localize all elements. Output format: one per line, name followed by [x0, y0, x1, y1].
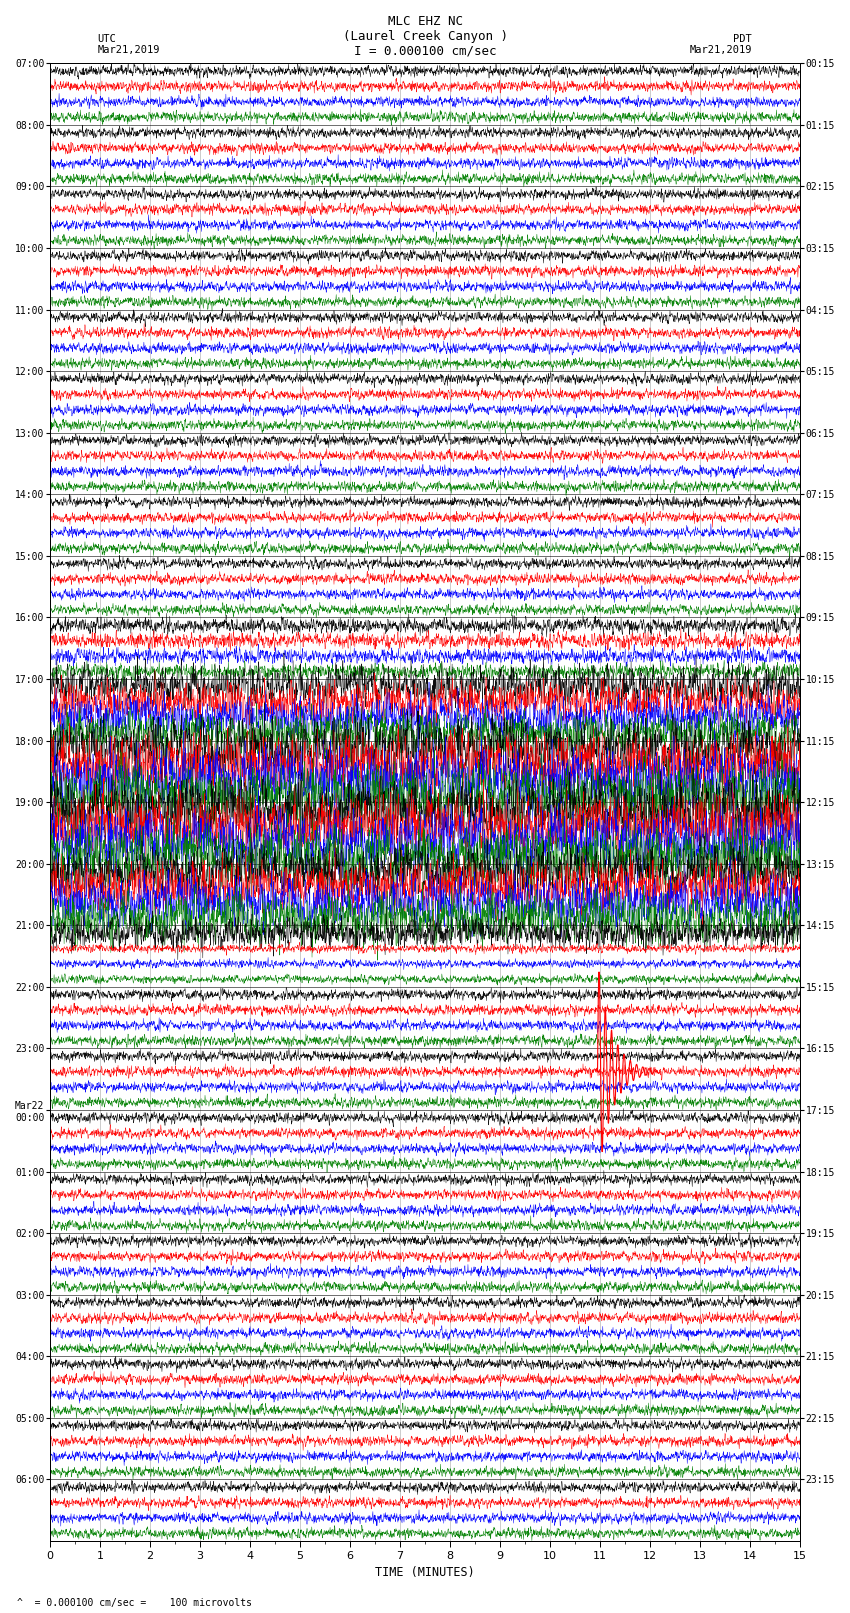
- Title: MLC EHZ NC
(Laurel Creek Canyon )
I = 0.000100 cm/sec: MLC EHZ NC (Laurel Creek Canyon ) I = 0.…: [343, 15, 507, 58]
- Text: ^  = 0.000100 cm/sec =    100 microvolts: ^ = 0.000100 cm/sec = 100 microvolts: [17, 1598, 252, 1608]
- Text: PDT
Mar21,2019: PDT Mar21,2019: [689, 34, 752, 55]
- X-axis label: TIME (MINUTES): TIME (MINUTES): [375, 1566, 475, 1579]
- Text: UTC
Mar21,2019: UTC Mar21,2019: [98, 34, 161, 55]
